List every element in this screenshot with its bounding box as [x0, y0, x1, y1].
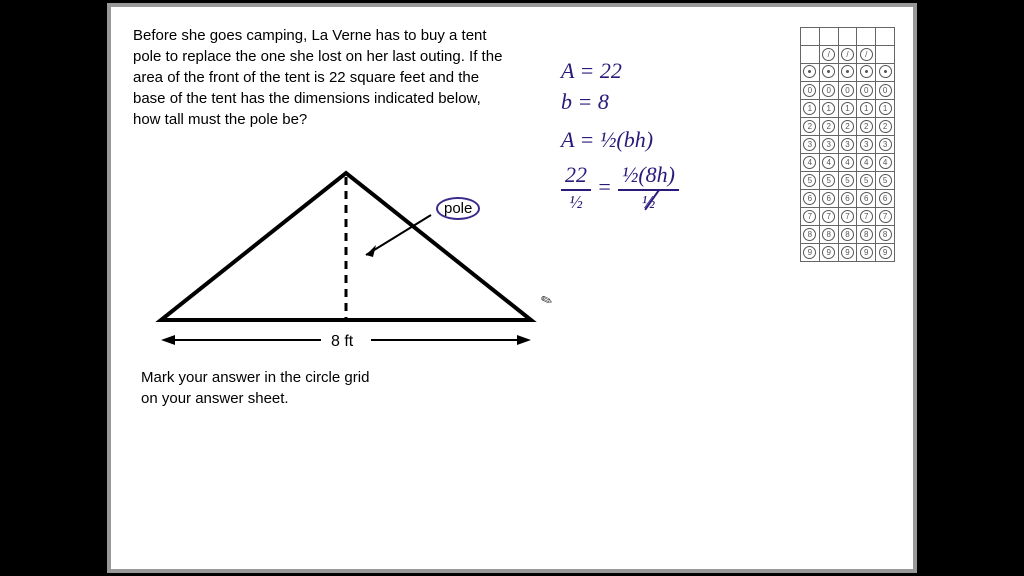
grid-digit-row: 00000 [801, 82, 895, 100]
instruction-line2: on your answer sheet. [141, 390, 289, 407]
hw-formula: A = ½(bh) [561, 126, 679, 155]
digit-bubble-9[interactable]: 9 [803, 246, 816, 259]
digit-bubble-2[interactable]: 2 [879, 120, 892, 133]
hw-left-num: 22 [561, 161, 591, 192]
hw-left-frac: 22 ½ [561, 161, 591, 215]
digit-bubble-4[interactable]: 4 [803, 156, 816, 169]
hw-area-value: A = 22 [561, 57, 679, 86]
hw-right-num: ½(8h) [618, 161, 679, 192]
digit-bubble-3[interactable]: 3 [803, 138, 816, 151]
digit-bubble-9[interactable]: 9 [879, 246, 892, 259]
digit-bubble-8[interactable]: 8 [803, 228, 816, 241]
digit-bubble-6[interactable]: 6 [822, 192, 835, 205]
digit-bubble-5[interactable]: 5 [803, 174, 816, 187]
hw-right-den: ½ [642, 191, 656, 214]
slash-bubble[interactable]: / [841, 48, 854, 61]
digit-bubble-9[interactable]: 9 [841, 246, 854, 259]
decimal-bubble[interactable] [841, 65, 854, 78]
instruction-line1: Mark your answer in the circle grid [141, 369, 369, 386]
pole-arrow-head [366, 245, 376, 257]
grid-digit-row: 66666 [801, 190, 895, 208]
digit-bubble-8[interactable]: 8 [822, 228, 835, 241]
digit-bubble-6[interactable]: 6 [879, 192, 892, 205]
base-arrow-left [161, 335, 175, 345]
grid-digit-row: 88888 [801, 226, 895, 244]
digit-bubble-4[interactable]: 4 [822, 156, 835, 169]
triangle-svg: 8 ft [141, 165, 551, 355]
handwritten-work: A = 22 b = 8 A = ½(bh) 22 ½ = ½(8h) ½ [561, 57, 679, 217]
digit-bubble-1[interactable]: 1 [822, 102, 835, 115]
problem-text: Before she goes camping, La Verne has to… [133, 25, 503, 130]
digit-bubble-0[interactable]: 0 [879, 84, 892, 97]
digit-bubble-8[interactable]: 8 [860, 228, 873, 241]
grid-digit-row: 33333 [801, 136, 895, 154]
decimal-bubble[interactable] [860, 65, 873, 78]
instruction-text: Mark your answer in the circle grid on y… [141, 367, 369, 409]
digit-bubble-0[interactable]: 0 [860, 84, 873, 97]
grid-digit-row: 99999 [801, 244, 895, 262]
digit-bubble-2[interactable]: 2 [841, 120, 854, 133]
digit-bubble-1[interactable]: 1 [860, 102, 873, 115]
digit-bubble-6[interactable]: 6 [803, 192, 816, 205]
digit-bubble-9[interactable]: 9 [860, 246, 873, 259]
decimal-bubble[interactable] [879, 65, 892, 78]
slash-bubble[interactable]: / [822, 48, 835, 61]
digit-bubble-3[interactable]: 3 [841, 138, 854, 151]
digit-bubble-1[interactable]: 1 [841, 102, 854, 115]
digit-bubble-3[interactable]: 3 [860, 138, 873, 151]
digit-bubble-9[interactable]: 9 [822, 246, 835, 259]
hw-equals: = [597, 173, 612, 202]
digit-bubble-7[interactable]: 7 [860, 210, 873, 223]
grid-digit-row: 55555 [801, 172, 895, 190]
digit-bubble-0[interactable]: 0 [841, 84, 854, 97]
digit-bubble-6[interactable]: 6 [860, 192, 873, 205]
digit-bubble-4[interactable]: 4 [879, 156, 892, 169]
digit-bubble-7[interactable]: 7 [822, 210, 835, 223]
digit-bubble-8[interactable]: 8 [879, 228, 892, 241]
hw-base-value: b = 8 [561, 88, 679, 117]
grid-digit-row: 11111 [801, 100, 895, 118]
digit-bubble-0[interactable]: 0 [803, 84, 816, 97]
digit-bubble-4[interactable]: 4 [860, 156, 873, 169]
digit-bubble-1[interactable]: 1 [879, 102, 892, 115]
digit-bubble-7[interactable]: 7 [803, 210, 816, 223]
digit-bubble-3[interactable]: 3 [822, 138, 835, 151]
digit-bubble-2[interactable]: 2 [860, 120, 873, 133]
digit-bubble-2[interactable]: 2 [822, 120, 835, 133]
pole-label: pole [436, 197, 480, 220]
digit-bubble-1[interactable]: 1 [803, 102, 816, 115]
grid-blank-row [801, 28, 895, 46]
digit-bubble-5[interactable]: 5 [822, 174, 835, 187]
decimal-bubble[interactable] [803, 65, 816, 78]
grid-digit-row: 44444 [801, 154, 895, 172]
hw-left-den: ½ [569, 191, 583, 214]
triangle-diagram: 8 ft pole [141, 165, 551, 355]
worksheet-page: Before she goes camping, La Verne has to… [107, 3, 917, 573]
digit-bubble-8[interactable]: 8 [841, 228, 854, 241]
grid-digit-row: 77777 [801, 208, 895, 226]
digit-bubble-2[interactable]: 2 [803, 120, 816, 133]
answer-bubble-grid[interactable]: / / / 0000011111222223333344444555556666… [800, 27, 895, 262]
grid-slash-row: / / / [801, 46, 895, 64]
digit-bubble-7[interactable]: 7 [879, 210, 892, 223]
grid-dot-row [801, 64, 895, 82]
base-label: 8 ft [331, 333, 354, 350]
digit-bubble-7[interactable]: 7 [841, 210, 854, 223]
base-arrow-right [517, 335, 531, 345]
decimal-bubble[interactable] [822, 65, 835, 78]
digit-bubble-5[interactable]: 5 [841, 174, 854, 187]
bubble-table: / / / 0000011111222223333344444555556666… [800, 27, 895, 262]
digit-bubble-5[interactable]: 5 [879, 174, 892, 187]
digit-bubble-3[interactable]: 3 [879, 138, 892, 151]
digit-bubble-4[interactable]: 4 [841, 156, 854, 169]
grid-digit-row: 22222 [801, 118, 895, 136]
digit-bubble-6[interactable]: 6 [841, 192, 854, 205]
hw-equation: 22 ½ = ½(8h) ½ [561, 161, 679, 215]
digit-bubble-0[interactable]: 0 [822, 84, 835, 97]
hw-right-frac: ½(8h) ½ [618, 161, 679, 215]
digit-bubble-5[interactable]: 5 [860, 174, 873, 187]
slash-bubble[interactable]: / [860, 48, 873, 61]
